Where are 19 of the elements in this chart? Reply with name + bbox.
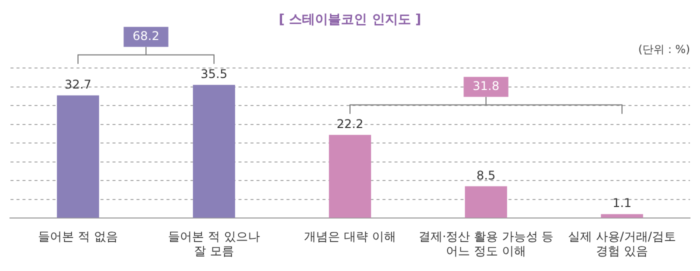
chart-title: [ 스테이블코인 인지도 ] — [278, 12, 422, 28]
data-label: 8.5 — [476, 168, 496, 182]
annotation: 31.8 — [472, 78, 500, 93]
text: 68.2 — [132, 29, 160, 44]
x-tick-label: 들어본 적 없음 — [38, 230, 118, 244]
data-label: 1.1 — [612, 196, 632, 210]
bar — [192, 84, 236, 218]
x-tick-label: 실제 사용/거래/검토 경험 있음 — [568, 230, 676, 258]
x-tick-label: 개념은 대략 이해 — [304, 230, 396, 244]
x-tick-label: 들어본 적 있으나 잘 모름 — [168, 230, 260, 258]
x-tick-label: 결제·정산 활용 가능성 등 어느 정도 이해 — [418, 230, 554, 258]
bar — [464, 186, 508, 218]
data-label: 35.5 — [200, 67, 228, 82]
bar — [600, 214, 644, 218]
data-label: 22.2 — [336, 116, 364, 131]
bar — [56, 95, 100, 218]
text: (단위 : %) — [638, 42, 690, 56]
bar — [328, 134, 372, 218]
data-label: 32.7 — [64, 78, 92, 92]
